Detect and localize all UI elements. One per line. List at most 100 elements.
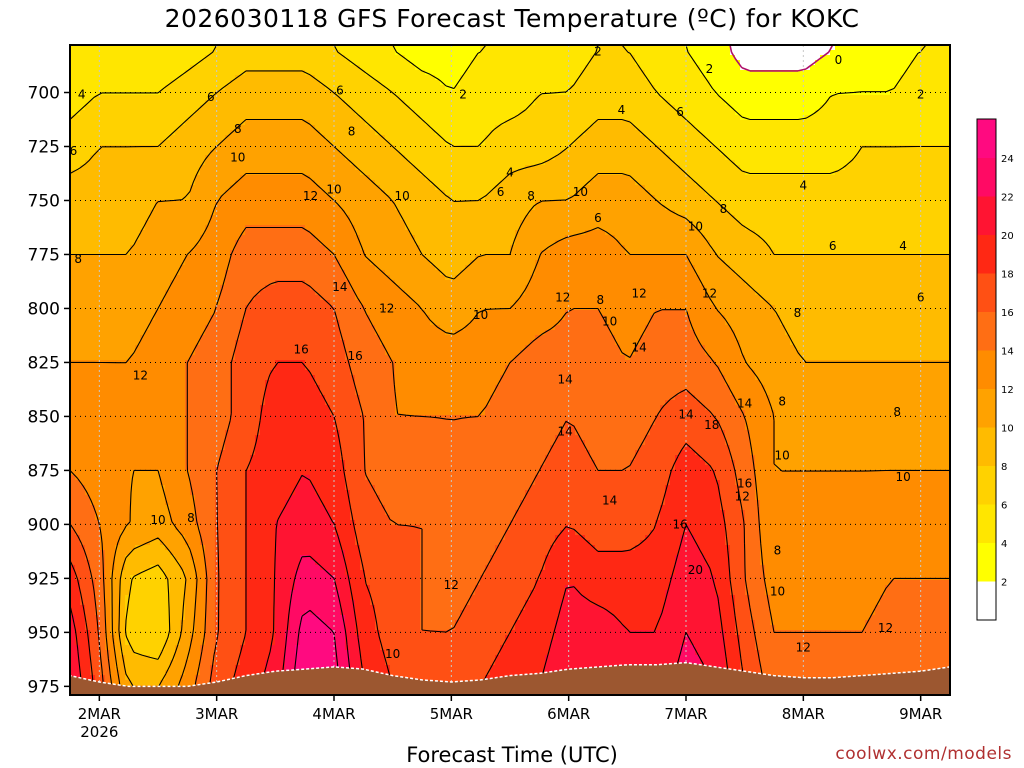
temperature-cell (535, 155, 541, 161)
temperature-cell (770, 140, 776, 146)
temperature-cell (305, 90, 311, 96)
temperature-cell (595, 120, 601, 126)
temperature-cell (440, 130, 446, 136)
temperature-cell (360, 165, 366, 171)
temperature-cell (365, 180, 371, 186)
temperature-cell (790, 75, 796, 81)
temperature-cell (775, 150, 781, 156)
temperature-cell (415, 45, 421, 51)
temperature-cell (375, 75, 381, 81)
temperature-cell (720, 90, 726, 96)
temperature-cell (240, 115, 246, 121)
temperature-cell (540, 180, 546, 186)
temperature-cell (410, 155, 416, 161)
temperature-cell (255, 150, 261, 156)
temperature-cell (940, 135, 946, 141)
temperature-cell (130, 95, 136, 101)
temperature-cell (220, 100, 226, 106)
temperature-cell (595, 60, 601, 66)
temperature-cell (410, 60, 416, 66)
temperature-cell (865, 140, 871, 146)
temperature-cell (140, 55, 146, 61)
temperature-cell (500, 85, 506, 91)
temperature-cell (110, 60, 116, 66)
temperature-cell (400, 120, 406, 126)
temperature-cell (400, 105, 406, 111)
temperature-cell (680, 175, 686, 181)
temperature-cell (100, 180, 106, 186)
temperature-cell (725, 170, 731, 176)
temperature-cell (245, 185, 251, 191)
temperature-cell (845, 170, 851, 176)
temperature-cell (300, 140, 306, 146)
temperature-cell (820, 65, 826, 71)
temperature-cell (435, 160, 441, 166)
temperature-cell (170, 95, 176, 101)
temperature-cell (625, 140, 631, 146)
temperature-cell (330, 55, 336, 61)
temperature-cell (310, 85, 316, 91)
temperature-cell (780, 65, 786, 71)
temperature-cell (925, 70, 931, 76)
temperature-cell (280, 55, 286, 61)
temperature-cell (130, 115, 136, 121)
temperature-cell (310, 155, 316, 161)
temperature-cell (515, 110, 521, 116)
temperature-cell (450, 55, 456, 61)
temperature-cell (285, 175, 291, 181)
temperature-cell (785, 55, 791, 61)
temperature-cell (905, 175, 911, 181)
temperature-cell (370, 90, 376, 96)
temperature-cell (435, 125, 441, 131)
temperature-cell (520, 60, 526, 66)
temperature-cell (810, 65, 816, 71)
temperature-cell (605, 75, 611, 81)
temperature-cell (690, 100, 696, 106)
temperature-cell (945, 155, 950, 161)
temperature-cell (390, 180, 396, 186)
temperature-cell (195, 165, 201, 171)
temperature-cell (340, 115, 346, 121)
temperature-cell (335, 60, 341, 66)
temperature-cell (910, 110, 916, 116)
temperature-cell (125, 145, 131, 151)
temperature-cell (870, 60, 876, 66)
temperature-cell (250, 75, 256, 81)
temperature-cell (275, 70, 281, 76)
temperature-cell (590, 180, 596, 186)
temperature-cell (455, 175, 461, 181)
temperature-cell (570, 160, 576, 166)
temperature-cell (890, 85, 896, 91)
temperature-cell (470, 125, 476, 131)
temperature-cell (175, 60, 181, 66)
temperature-cell (680, 55, 686, 61)
temperature-cell (495, 175, 501, 181)
temperature-cell (545, 50, 551, 56)
temperature-cell (740, 110, 746, 116)
temperature-cell (790, 60, 796, 66)
temperature-cell (290, 55, 296, 61)
temperature-cell (915, 55, 921, 61)
temperature-cell (310, 95, 316, 101)
temperature-cell (925, 135, 931, 141)
temperature-cell (430, 50, 436, 56)
temperature-cell (855, 70, 861, 76)
temperature-cell (645, 145, 651, 151)
temperature-cell (810, 80, 816, 86)
temperature-cell (380, 85, 386, 91)
temperature-cell (410, 150, 416, 156)
temperature-cell (830, 100, 836, 106)
temperature-cell (780, 130, 786, 136)
temperature-cell (705, 105, 711, 111)
temperature-cell (555, 125, 561, 131)
temperature-cell (480, 115, 486, 121)
temperature-cell (750, 125, 756, 131)
temperature-cell (465, 60, 471, 66)
temperature-cell (625, 160, 631, 166)
temperature-cell (165, 60, 171, 66)
temperature-cell (240, 60, 246, 66)
temperature-cell (870, 50, 876, 56)
temperature-cell (375, 50, 381, 56)
temperature-cell (900, 70, 906, 76)
temperature-cell (775, 120, 781, 126)
